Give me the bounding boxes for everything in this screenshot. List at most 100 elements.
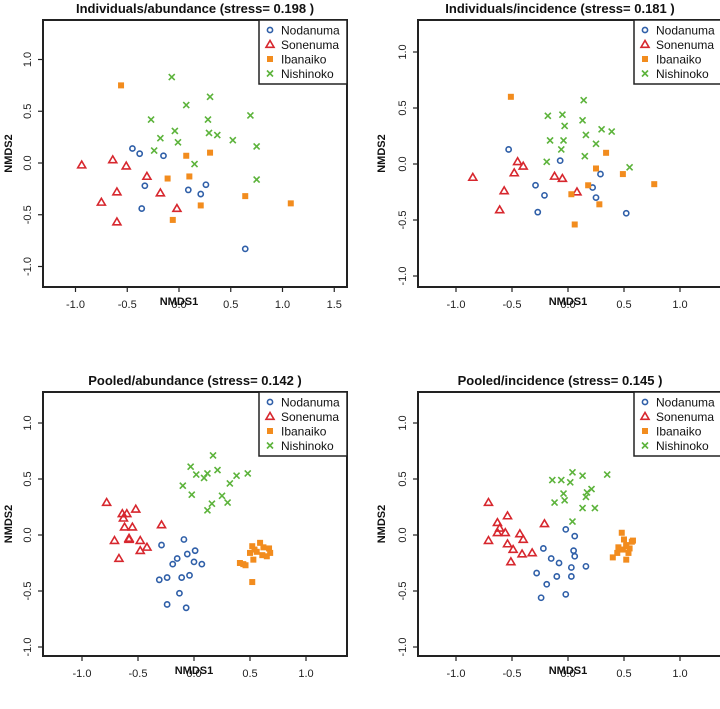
point-nishinoko [179,482,187,490]
point-nishinoko [168,73,176,81]
series-ibanaiko [609,529,636,563]
point-nishinoko [559,136,568,145]
point-sonenuma [639,38,651,49]
series-sonenuma [467,156,583,214]
point-ibanaiko [615,544,622,551]
point-nodanuma [155,576,163,584]
point-sonenuma [517,533,529,544]
panel-1: Individuals/abundance (stress= 0.198 ) -1… [3,1,348,311]
legend-label-nishinoko: Nishinoko [656,67,709,81]
point-nishinoko [229,136,237,144]
x-tick-label: 0.0 [560,668,575,680]
point-sonenuma [526,547,538,557]
point-nishinoko-stroke [550,498,559,507]
x-tick-label: 0.0 [186,668,201,680]
point-sonenuma [483,535,494,545]
point-nodanuma [176,589,183,597]
x-tick-label: 1.0 [275,299,290,311]
point-nodanuma [571,552,579,560]
point-ibanaiko [625,549,632,556]
point-nodanuma [592,194,600,201]
point-ibanaiko [249,543,256,550]
point-ibanaiko [267,549,274,556]
legend-label-nishinoko: Nishinoko [281,67,334,81]
y-tick-label: 0.5 [22,471,34,486]
chart-title: Individuals/incidence (stress= 0.181 ) [445,1,674,16]
x-tick-label: -1.0 [447,299,466,311]
y-tick-label: 0.0 [397,527,409,542]
point-ibanaiko [626,545,633,552]
x-axis-label: NMDS1 [160,296,199,308]
point-nishinoko-stroke [182,101,190,109]
point-nodanuma [539,545,547,552]
point-sonenuma [494,204,506,214]
point-ibanaiko [236,560,243,566]
x-tick-label: 0.5 [242,668,257,680]
point-nishinoko [591,504,599,512]
point-nishinoko-stroke [559,489,568,498]
point-nishinoko [171,127,179,135]
point-nishinoko-stroke [561,496,569,504]
point-nishinoko-stroke [598,125,606,133]
chart-title: Pooled/abundance (stress= 0.142 ) [88,373,302,388]
point-sonenuma [502,510,513,520]
point-sonenuma [141,541,153,551]
point-nishinoko [557,476,565,484]
point-nishinoko [147,115,155,124]
point-ibanaiko [507,93,514,100]
point-nishinoko-stroke [218,492,226,500]
point-nishinoko-stroke [232,472,241,480]
y-axis-label: NMDS2 [3,505,15,544]
point-ibanaiko [183,152,190,159]
point-sonenuma [134,535,146,545]
legend-label-sonenuma: Sonenuma [281,410,339,424]
point-ibanaiko [568,191,575,198]
point-sonenuma [498,185,510,195]
point-nishinoko [566,478,574,486]
point-sonenuma [264,410,276,421]
point-nishinoko [641,441,649,450]
point-sonenuma [639,410,651,421]
legend-label-nodanuma: Nodanuma [281,24,340,38]
point-nishinoko [561,496,569,504]
point-nodanuma [534,208,542,216]
y-tick-label: 1.0 [22,415,34,430]
x-tick-label: -1.0 [66,299,85,311]
point-sonenuma [483,496,494,507]
series-ibanaiko [507,93,658,228]
point-nishinoko [253,142,261,151]
point-nodanuma [197,190,205,198]
point-sonenuma [107,154,119,164]
point-nishinoko-stroke [568,517,577,526]
point-sonenuma [111,216,123,226]
point-nishinoko [213,131,221,139]
point-ibanaiko [651,181,658,188]
point-nishinoko [266,441,274,450]
point-nishinoko-stroke [578,504,587,512]
point-sonenuma [76,159,88,169]
point-nishinoko-stroke [244,469,252,477]
point-nodanuma [190,558,198,566]
point-nishinoko [561,122,569,130]
legend-label-nodanuma: Nodanuma [281,396,340,410]
point-nodanuma [180,536,188,543]
point-ibanaiko [247,549,253,556]
point-nishinoko-stroke [253,175,261,184]
y-tick-label: -1.0 [22,257,34,276]
point-nishinoko-stroke [213,131,221,139]
point-nishinoko [592,140,600,148]
point-ibanaiko [118,82,125,89]
point-nishinoko-stroke [641,441,649,450]
point-sonenuma [123,533,135,544]
chart-title: Individuals/abundance (stress= 0.198 ) [76,1,314,16]
x-tick-label: 0.5 [223,299,238,311]
series-nodanuma [155,536,206,612]
point-nishinoko-stroke [548,476,556,484]
point-nodanuma [541,191,548,199]
point-nishinoko-stroke [608,127,616,136]
point-nishinoko-stroke [266,69,274,78]
point-nishinoko [266,69,274,78]
panel-2: Individuals/incidence (stress= 0.181 ) -1… [376,1,720,311]
point-ibanaiko [619,171,626,178]
